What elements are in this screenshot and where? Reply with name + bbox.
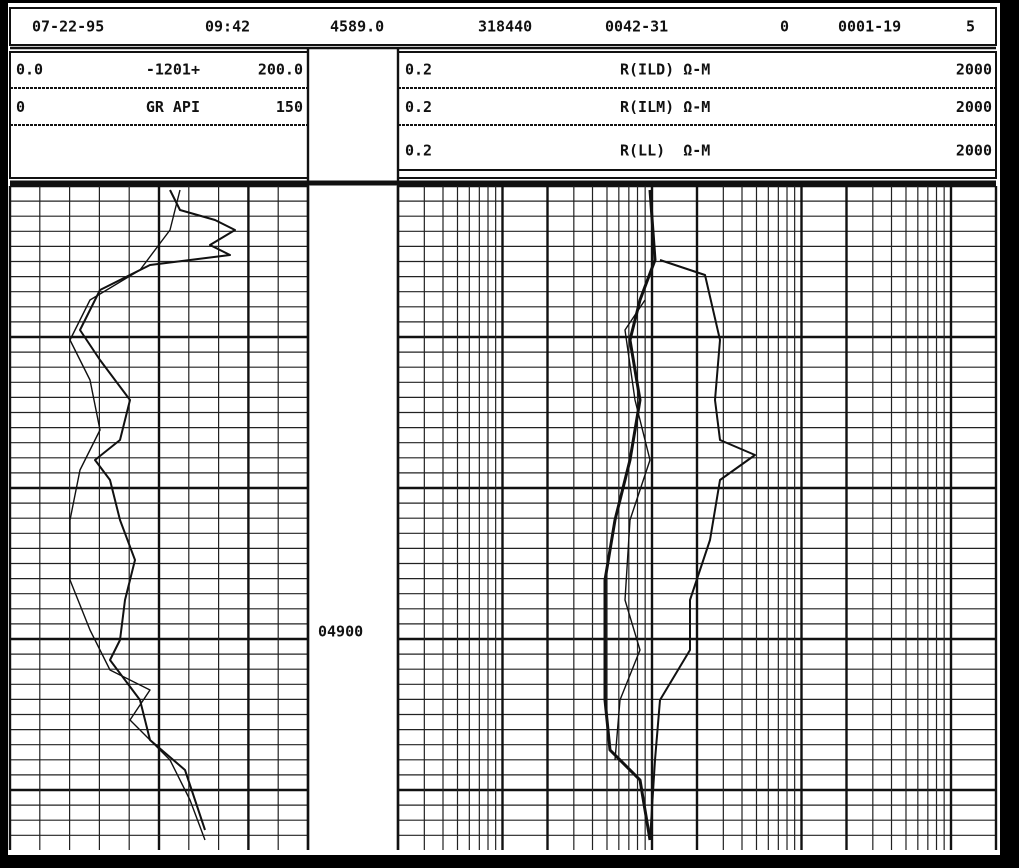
scale-label: 0.0 — [16, 61, 43, 79]
ilm-curve — [649, 259, 756, 841]
header-field: 4589.0 — [330, 18, 384, 36]
scale-label: 2000 — [956, 61, 992, 79]
header-field: 0 — [780, 18, 789, 36]
paper — [8, 3, 1000, 855]
scale-label: GR API — [146, 98, 200, 116]
scale-label: -1201+ — [146, 61, 200, 79]
scale-label: R(LL) Ω-M — [620, 142, 710, 160]
scale-label: 200.0 — [258, 61, 303, 79]
header: 07-22-95 09:42 4589.0 318440 0042-31 0 0001-19… — [32, 18, 975, 36]
header-field: 0001-19 — [838, 18, 901, 36]
scale-label: 0.2 — [405, 98, 432, 116]
header-field: 318440 — [478, 18, 532, 36]
header-field: 0042-31 — [605, 18, 668, 36]
curve — [69, 189, 206, 841]
scale-label: 0.2 — [405, 61, 432, 79]
scale-label: R(ILM) Ω-M — [620, 98, 710, 116]
ll-curve — [614, 299, 651, 761]
scale-label: 2000 — [956, 142, 992, 160]
header-box — [9, 7, 997, 46]
scale-label: 0.2 — [405, 142, 432, 160]
scale-label: 2000 — [956, 98, 992, 116]
scale-label: R(ILD) Ω-M — [620, 61, 710, 79]
header-field: 09:42 — [205, 18, 250, 36]
header-field: 07-22-95 — [32, 18, 104, 36]
depth-label: 04900 — [318, 623, 363, 641]
gr-curve — [79, 189, 236, 831]
scale-label: 0 — [16, 98, 25, 116]
grid — [8, 48, 998, 850]
header-field: 5 — [966, 18, 975, 36]
scale-label: 150 — [276, 98, 303, 116]
ild-curve — [603, 189, 657, 841]
